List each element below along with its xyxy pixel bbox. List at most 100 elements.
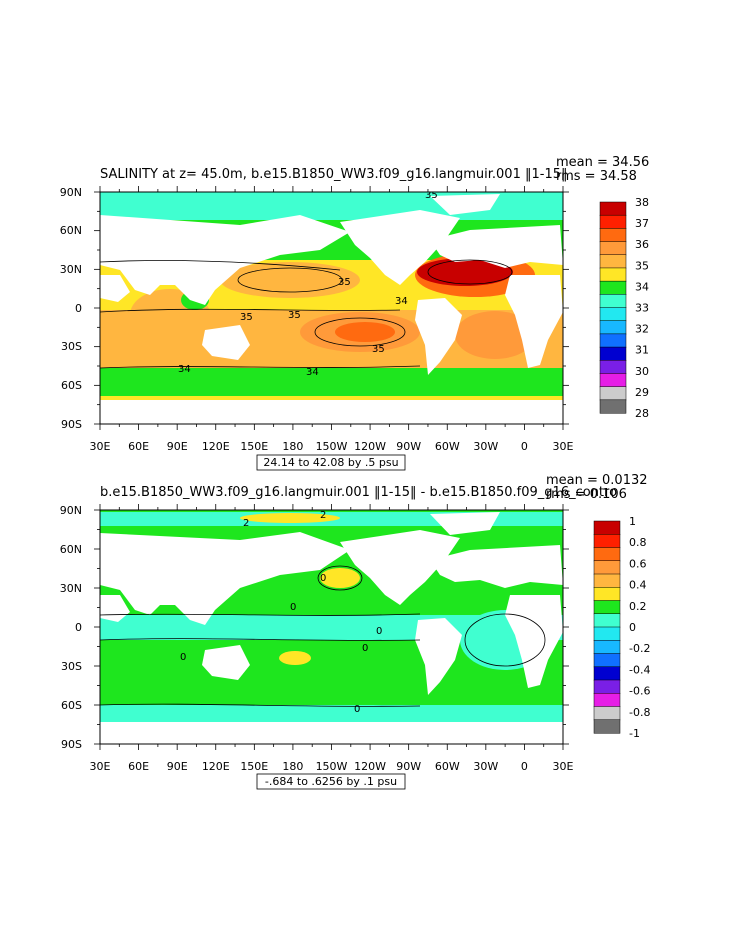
lon-label: 180 (282, 440, 303, 453)
colorbar-swatch (593, 534, 621, 549)
colorbar-difference: 1 0.8 0.6 0.4 0.2 0 -0.2 -0.4 -0.6 -0.8 -1 (593, 515, 650, 740)
lat-label: 90S (61, 418, 82, 431)
contour-label: 35 (425, 190, 438, 201)
panel-salinity: SALINITY at z= 45.0m, b.e15.B1850_WW3.f0… (60, 155, 649, 471)
colorbar-swatch (599, 280, 627, 295)
contour-label: 2 (320, 510, 326, 521)
land-africa (505, 595, 563, 688)
axis-ticks (94, 504, 569, 750)
lon-label: 60W (435, 440, 460, 453)
lat-axis: 90N 60N 30N 0 30S 60S 90S (60, 186, 82, 431)
colorbar-swatch (599, 214, 627, 229)
panel-difference: b.e15.B1850_WW3.f09_g16.langmuir.001 ‖1-… (60, 473, 648, 790)
panel-title: SALINITY at z= 45.0m, b.e15.B1850_WW3.f0… (100, 167, 568, 182)
colorbar-label: 36 (635, 238, 649, 251)
colorbar-label: -0.4 (629, 663, 650, 676)
colorbar-swatch (593, 706, 621, 721)
land-australia (202, 645, 250, 680)
contour-line (100, 613, 421, 616)
colorbar-swatch (593, 719, 621, 734)
contour-label: 34 (306, 367, 319, 378)
colorbar-label: 32 (635, 323, 649, 336)
lat-label: 30N (60, 582, 82, 595)
land-north-america (340, 210, 460, 285)
contour-ring (464, 613, 546, 667)
lon-axis: 30E 60E 90E 120E 150E 180 150W 120W 90W … (90, 440, 574, 453)
lat-label: 90S (61, 738, 82, 751)
lat-label: 30S (61, 660, 82, 673)
contour-label: 35 (372, 344, 385, 355)
lon-axis: 30E 60E 90E 120E 150E 180 150W 120W 90W … (90, 760, 574, 773)
colorbar-swatch (599, 201, 627, 216)
colorbar-swatch (599, 294, 627, 309)
lon-label: 60E (128, 440, 149, 453)
south-atlantic-max (455, 311, 535, 359)
lon-label: 30E (90, 760, 111, 773)
lon-label: 0 (521, 760, 528, 773)
colorbar-swatch (599, 228, 627, 243)
contour-line (100, 365, 421, 369)
colorbar-swatch (593, 613, 621, 628)
lon-label: 150E (240, 760, 268, 773)
lon-label: 30E (90, 440, 111, 453)
contour-label: 0 (354, 704, 360, 715)
contour-ring (237, 267, 343, 293)
mean-value: mean = 0.0132 (546, 473, 648, 488)
range-box (256, 454, 406, 471)
lat-label: 0 (75, 621, 82, 634)
lat-label: 0 (75, 302, 82, 315)
land-greenland (430, 512, 500, 535)
lat-label: 60S (61, 379, 82, 392)
range-label: -.684 to .6256 by .1 psu (265, 775, 397, 788)
contour-label: 2 (243, 518, 249, 529)
colorbar-swatch (599, 254, 627, 269)
colorbar-swatch (599, 307, 627, 322)
colorbar-label: 37 (635, 217, 649, 230)
land-europe (430, 225, 563, 268)
colorbar-label: 0.2 (629, 600, 647, 613)
colorbar-label: 31 (635, 344, 649, 357)
colorbar-label: 34 (635, 280, 649, 293)
ocean-band-southern (100, 705, 563, 725)
land-south-america (415, 618, 462, 695)
colorbar-label: 0.6 (629, 557, 647, 570)
contour-ring (314, 317, 406, 347)
mean-value: mean = 34.56 (556, 155, 649, 170)
lon-label: 30E (553, 760, 574, 773)
colorbar-swatch (593, 666, 621, 681)
lon-label: 30W (473, 440, 498, 453)
colorbar-label: 0.4 (629, 579, 647, 592)
contour-line (100, 260, 341, 271)
lon-label: 90E (167, 760, 188, 773)
colorbar-swatch (593, 653, 621, 668)
lon-label: 150W (316, 440, 348, 453)
land-arabia (100, 275, 130, 302)
contour-label: 0 (320, 573, 326, 584)
map-area: 35 35 34 35 35 34 34 35 (100, 190, 563, 424)
south-pacific-core (335, 322, 395, 342)
land-eurasia (100, 532, 350, 625)
colorbar-swatch (593, 560, 621, 575)
ocean-band-south-34 (100, 368, 563, 396)
contour-line (100, 638, 421, 641)
lon-label: 120E (202, 440, 230, 453)
axis-ticks (94, 186, 569, 430)
colorbar-swatch (599, 333, 627, 348)
colorbar-swatch (599, 346, 627, 361)
colorbar-swatch (593, 587, 621, 602)
lon-label: 0 (521, 440, 528, 453)
colorbar-label: -0.2 (629, 642, 650, 655)
south-pacific-positive (279, 651, 311, 665)
colorbar-label: 30 (635, 365, 649, 378)
lon-label: 90E (167, 440, 188, 453)
colorbar-label: -0.6 (629, 685, 650, 698)
land-eurasia (100, 215, 350, 305)
lat-label: 30S (61, 340, 82, 353)
contour-label: 0 (376, 626, 382, 637)
lat-label: 60S (61, 699, 82, 712)
map-area: 2 2 0 0 0 0 0 0 (100, 510, 563, 744)
colorbar-salinity: 38 37 36 35 34 33 32 31 30 29 28 (599, 196, 649, 420)
colorbar-label: 0 (629, 621, 636, 634)
colorbar-label: 0.8 (629, 536, 647, 549)
colorbar-swatch (599, 360, 627, 374)
